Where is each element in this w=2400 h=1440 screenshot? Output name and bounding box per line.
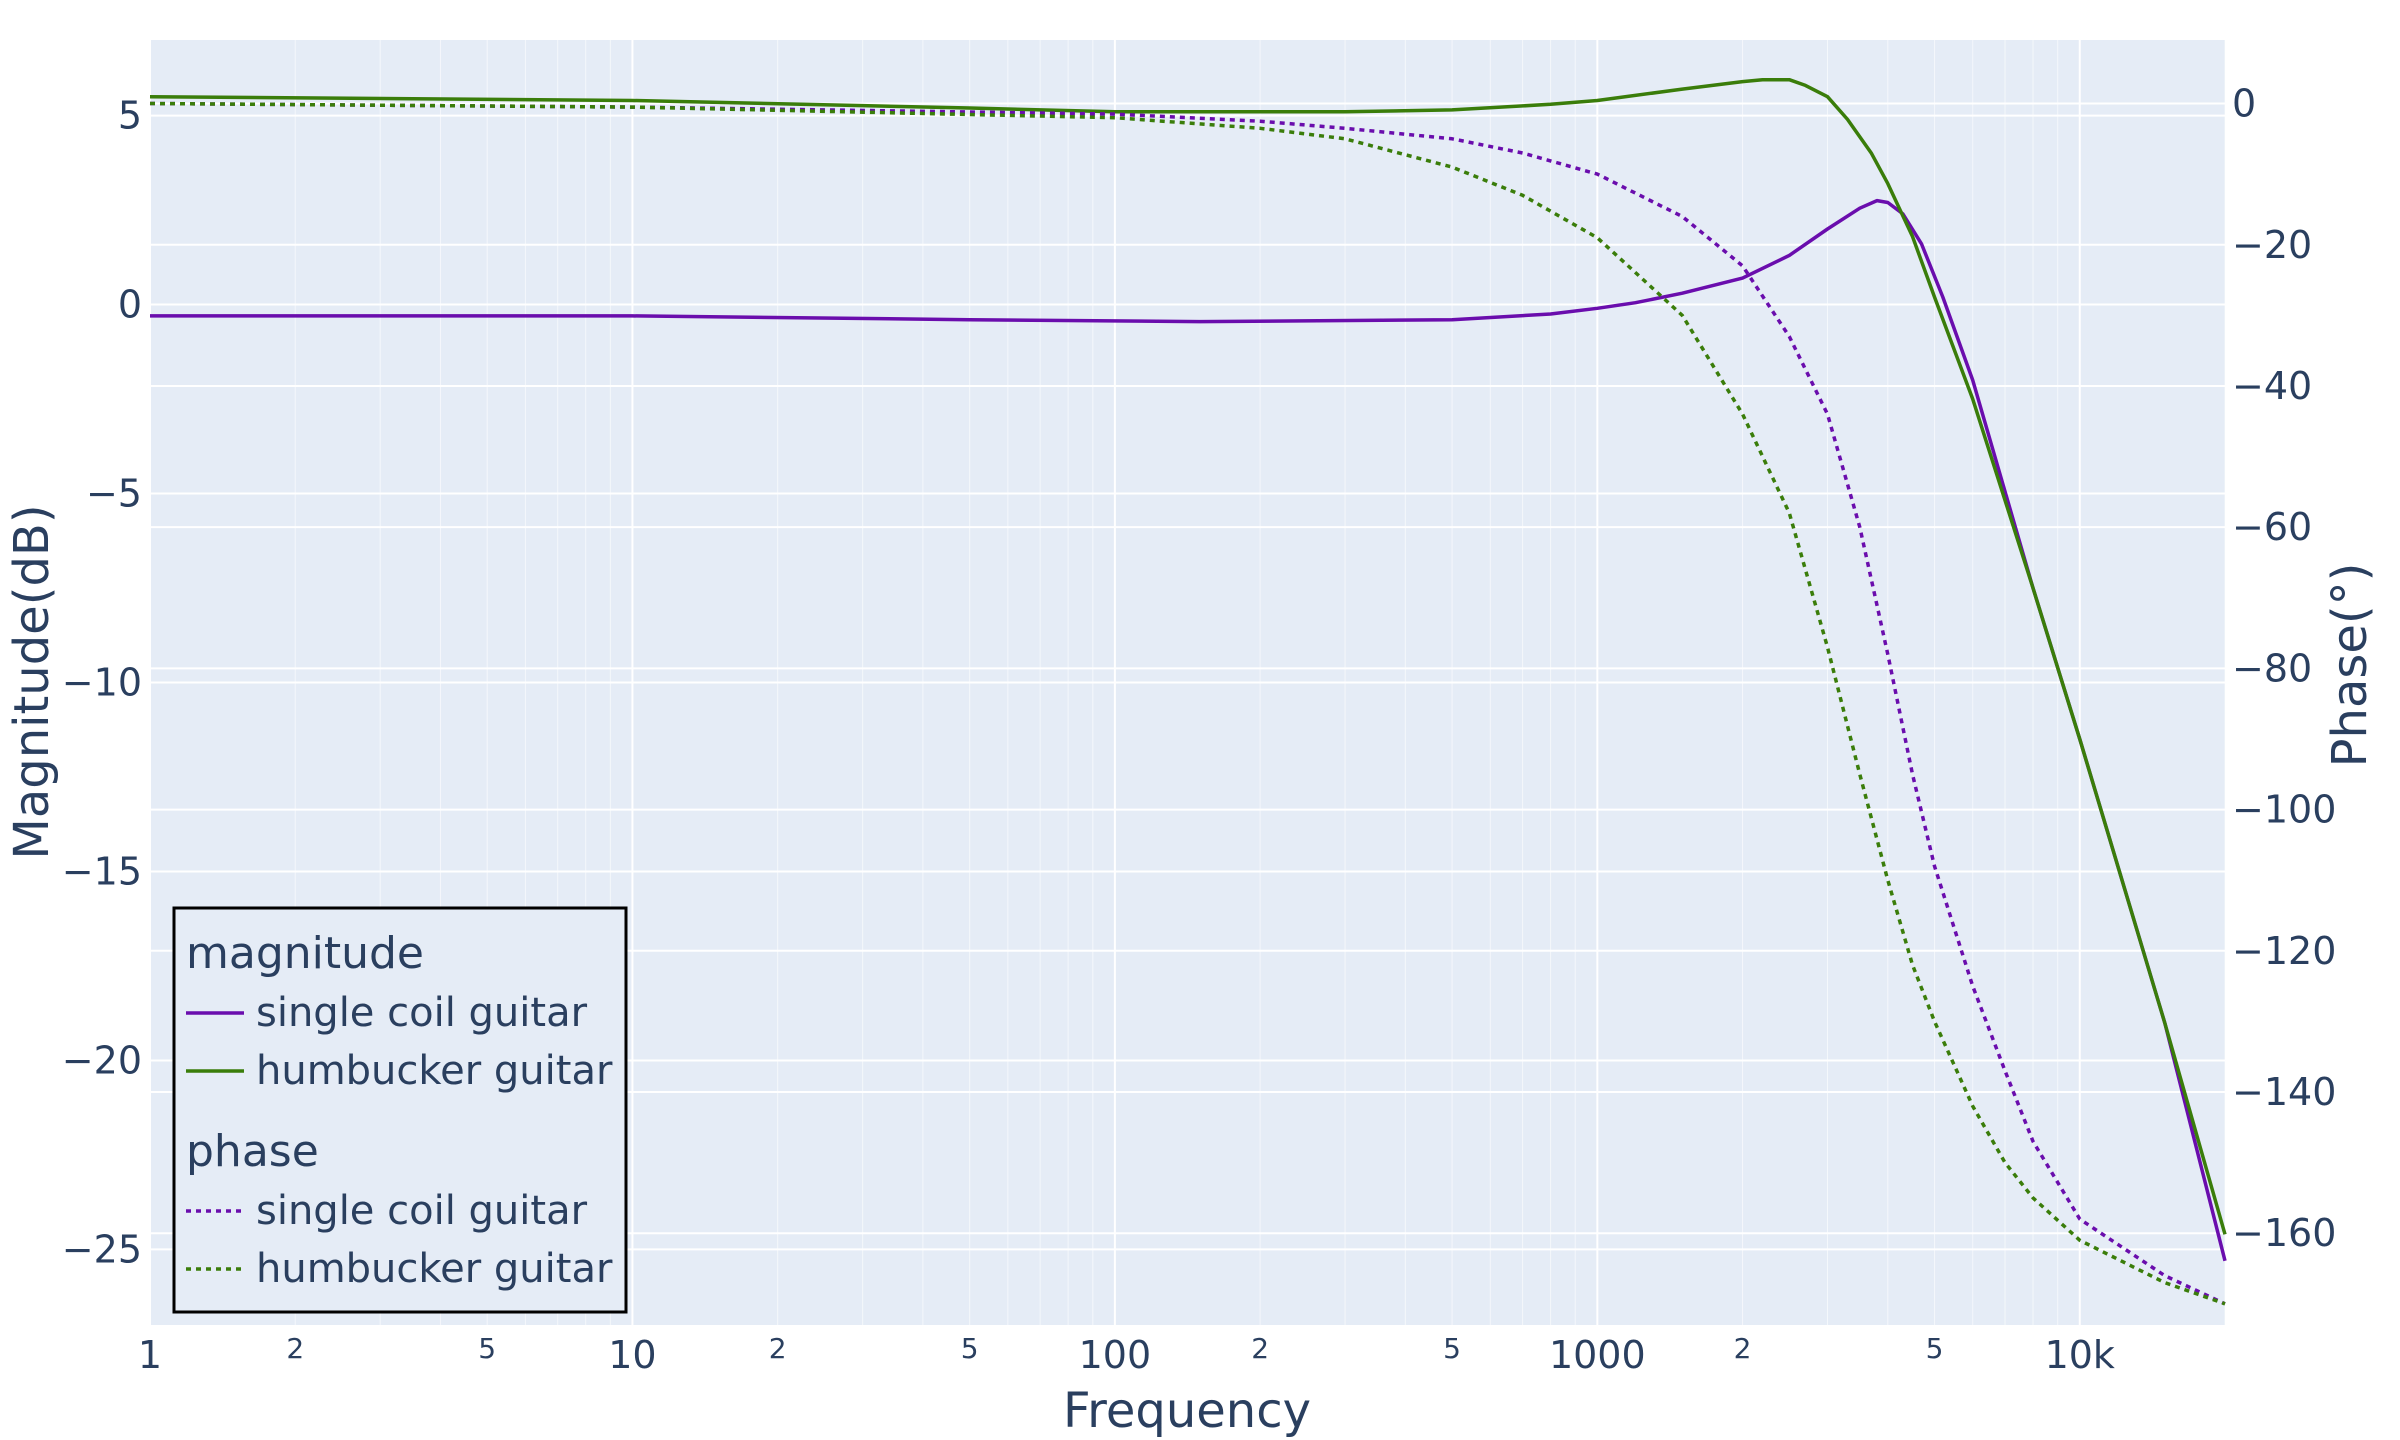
magnitude-single-coil-guitar-line [150, 198, 2227, 1262]
y2-tick-label: −20 [2232, 223, 2312, 267]
x-minor-tick-label: 2 [286, 1332, 304, 1365]
legend-entry: single coil guitar [256, 990, 588, 1036]
y2-axis-ticks: 0 −20 −40 −60 −80 −100 −120 −140 −160 [2232, 82, 2336, 1256]
y2-tick-label: −40 [2232, 364, 2312, 408]
y2-tick-label: −100 [2232, 788, 2336, 832]
legend-entry: humbucker guitar [256, 1246, 613, 1292]
legend-entry: single coil guitar [256, 1188, 588, 1234]
y2-tick-label: −160 [2232, 1211, 2336, 1255]
y-tick-label: −5 [86, 472, 142, 516]
x-tick-label: 1 [138, 1333, 162, 1377]
x-minor-tick-label: 2 [769, 1332, 787, 1365]
data-series [149, 77, 2227, 1306]
x-axis-ticks: 1 2 5 10 2 5 100 2 5 1000 2 5 10k [138, 1332, 2115, 1377]
y2-tick-label: −140 [2232, 1070, 2336, 1114]
y2-tick-label: 0 [2232, 82, 2256, 126]
legend-group-title: magnitude [186, 928, 424, 979]
x-minor-tick-label: 2 [1251, 1332, 1269, 1365]
y-tick-label: −10 [62, 661, 142, 705]
phase-humbucker-guitar-line [149, 101, 2226, 1306]
y-axis-title: Magnitude(dB) [4, 504, 60, 859]
y-axis-ticks: 5 0 −5 −10 −15 −20 −25 [62, 94, 142, 1272]
magnitude-humbucker-guitar-line [149, 77, 2227, 1235]
y2-tick-label: −120 [2232, 929, 2336, 973]
legend-group-title: phase [186, 1126, 319, 1177]
x-minor-tick-label: 5 [961, 1332, 979, 1365]
x-tick-label: 10k [2045, 1333, 2115, 1377]
x-tick-label: 1000 [1549, 1333, 1646, 1377]
x-axis-title: Frequency [1063, 1383, 1311, 1439]
x-minor-tick-label: 5 [1443, 1332, 1461, 1365]
legend-entry: humbucker guitar [256, 1048, 613, 1094]
phase-single-coil-guitar-line [149, 101, 2226, 1306]
grid-lines [149, 40, 2226, 1325]
legend: magnitude single coil guitar humbucker gui… [172, 906, 628, 1314]
legend-box [172, 906, 628, 1314]
x-minor-tick-label: 5 [478, 1332, 496, 1365]
y-tick-label: 0 [118, 283, 142, 327]
y-tick-label: −15 [62, 849, 142, 893]
y2-axis-title: Phase(°) [2322, 563, 2378, 768]
x-tick-label: 10 [608, 1333, 656, 1377]
x-tick-label: 100 [1079, 1333, 1152, 1377]
x-minor-tick-label: 5 [1926, 1332, 1944, 1365]
y2-tick-label: −60 [2232, 505, 2312, 549]
y2-tick-label: −80 [2232, 646, 2312, 690]
y-tick-label: −20 [62, 1038, 142, 1082]
y-tick-label: 5 [118, 94, 142, 138]
x-minor-tick-label: 2 [1734, 1332, 1752, 1365]
y-tick-label: −25 [62, 1227, 142, 1271]
